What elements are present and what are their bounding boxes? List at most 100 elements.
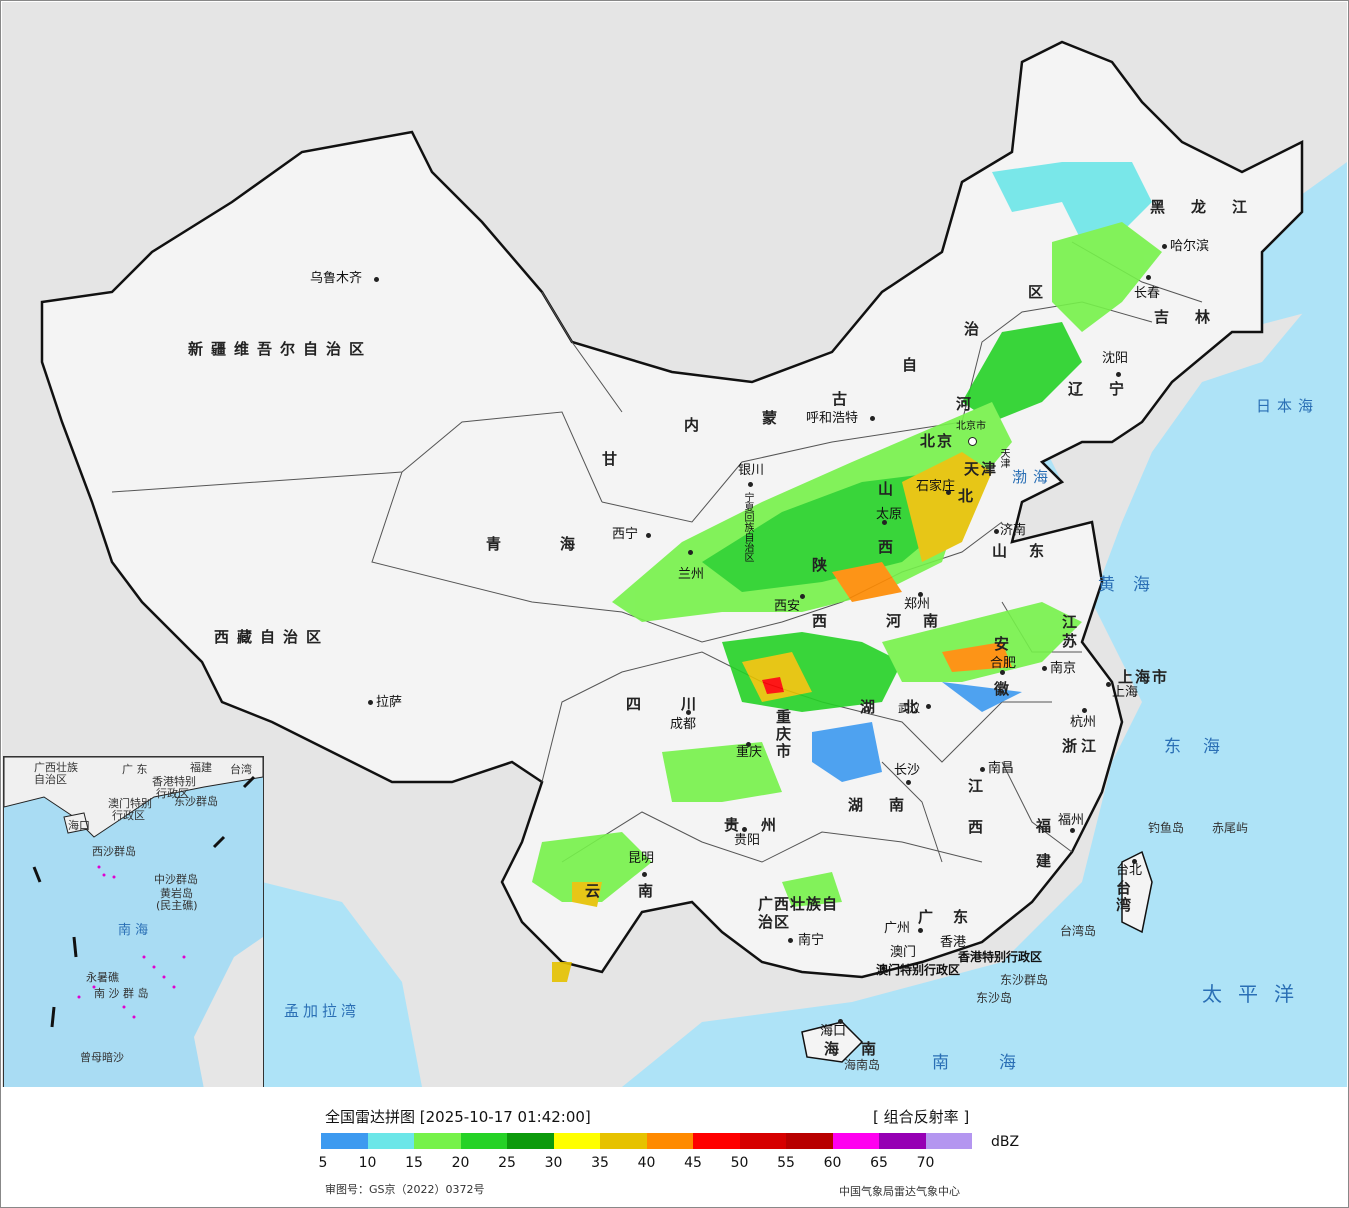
province-guangdong: 广东 bbox=[918, 908, 989, 926]
province-sichuan: 四川 bbox=[626, 695, 737, 713]
inset-guangdong: 广 东 bbox=[122, 763, 148, 776]
province-hunan: 湖南 bbox=[848, 796, 931, 814]
province-neimenggu-4: 自 bbox=[902, 356, 926, 374]
city-shanghai: 上海 bbox=[1112, 685, 1139, 700]
city-xining: 西宁 bbox=[612, 527, 639, 542]
city-marker bbox=[788, 938, 793, 943]
city-taiyuan: 太原 bbox=[876, 507, 903, 522]
city-hangzhou: 杭州 bbox=[1070, 715, 1097, 730]
city-haikou: 海口 bbox=[820, 1024, 847, 1039]
province-neimenggu-6: 区 bbox=[1028, 283, 1052, 301]
inset-taiwan: 台湾 bbox=[230, 763, 252, 776]
color-scale-tick: 35 bbox=[591, 1155, 609, 1171]
china-boundary bbox=[40, 40, 1304, 979]
province-liaoning: 辽宁 bbox=[1068, 380, 1151, 398]
city-marker bbox=[688, 550, 693, 555]
province-zhejiang: 浙江 bbox=[1062, 737, 1101, 755]
inset-huangyan2: (民主礁) bbox=[156, 899, 198, 912]
city-hongkong-city: 香港 bbox=[940, 935, 967, 950]
province-shaanxi-1: 陕 bbox=[812, 556, 836, 574]
city-marker bbox=[1106, 682, 1111, 687]
color-scale-tick: 70 bbox=[916, 1155, 935, 1171]
inset-canvas bbox=[4, 757, 263, 1087]
sea-taipingyang: 太平洋 bbox=[1202, 982, 1310, 1006]
color-swatch bbox=[553, 1133, 600, 1149]
inset-dongsha: 东沙群岛 bbox=[174, 795, 218, 808]
city-marker bbox=[906, 780, 911, 785]
color-scale-tick: 20 bbox=[451, 1155, 470, 1171]
city-lanzhou: 兰州 bbox=[678, 567, 705, 582]
review-number: 审图号：GS京（2022）0372号 bbox=[325, 1183, 485, 1196]
color-swatch bbox=[739, 1133, 786, 1149]
inset-zengmu: 曾母暗沙 bbox=[80, 1051, 124, 1064]
city-marker bbox=[742, 827, 747, 832]
color-scale-tick: 30 bbox=[544, 1155, 563, 1171]
color-swatch bbox=[367, 1133, 414, 1149]
city-lhasa: 拉萨 bbox=[376, 695, 403, 710]
province-guizhou: 贵州 bbox=[724, 816, 799, 834]
city-marker bbox=[1000, 670, 1005, 675]
city-marker bbox=[1070, 828, 1075, 833]
city-fuzhou: 福州 bbox=[1058, 813, 1085, 828]
sea-riben: 日本海 bbox=[1256, 397, 1320, 415]
color-swatch bbox=[832, 1133, 879, 1149]
legend-panel: 全国雷达拼图 [2025-10-17 01:42:00] [ 组合反射率 ] d… bbox=[1, 1088, 1348, 1207]
province-hubei: 湖北 bbox=[860, 698, 947, 716]
city-xian: 西安 bbox=[774, 599, 801, 614]
city-nanchang: 南昌 bbox=[988, 761, 1015, 776]
city-changsha: 长沙 bbox=[894, 763, 921, 778]
city-marker bbox=[870, 416, 875, 421]
city-tianjin: 天津 bbox=[998, 448, 1009, 468]
city-marker bbox=[1116, 372, 1121, 377]
city-urumqi: 乌鲁木齐 bbox=[310, 271, 363, 286]
city-marker bbox=[646, 533, 651, 538]
inset-hk2: 行政区 bbox=[156, 787, 189, 800]
city-marker bbox=[374, 277, 379, 282]
color-scale-tick: 45 bbox=[684, 1155, 702, 1171]
island-hainan: 海南岛 bbox=[844, 1058, 881, 1072]
sea-mengjiala: 孟加拉湾 bbox=[284, 1002, 361, 1020]
province-qinghai-2: 海 bbox=[560, 535, 584, 553]
province-fujian: 福建 bbox=[1034, 818, 1052, 888]
inset-yongshu: 永暑礁 bbox=[86, 971, 119, 984]
city-marker bbox=[1042, 666, 1047, 671]
color-swatch bbox=[786, 1133, 833, 1149]
city-shenyang: 沈阳 bbox=[1102, 351, 1129, 366]
city-marker bbox=[994, 529, 999, 534]
city-wuhan: 武汉 bbox=[898, 702, 920, 715]
sea-donghai: 东海 bbox=[1164, 737, 1242, 757]
city-marker bbox=[946, 490, 951, 495]
city-taipei: 台北 bbox=[1116, 863, 1143, 878]
city-chengdu: 成都 bbox=[670, 717, 697, 732]
city-marker bbox=[748, 482, 753, 487]
legend-product: [ 组合反射率 ] bbox=[873, 1108, 970, 1126]
city-zhengzhou: 郑州 bbox=[904, 597, 931, 612]
inset-fujian: 福建 bbox=[190, 761, 212, 774]
city-marker bbox=[1132, 859, 1137, 864]
city-nanning: 南宁 bbox=[798, 933, 825, 948]
pacific-ocean bbox=[622, 302, 1347, 1087]
inset-hk: 香港特别 bbox=[152, 775, 196, 788]
city-kunming: 昆明 bbox=[628, 851, 655, 866]
province-shaanxi-2: 西 bbox=[812, 612, 836, 630]
province-ningxia: 宁夏回族自治区 bbox=[742, 492, 753, 562]
inset-nansha: 南 沙 群 岛 bbox=[94, 987, 149, 1000]
province-xinjiang: 新疆维吾尔自治区 bbox=[188, 340, 373, 358]
province-tianjin: 天津 bbox=[964, 460, 999, 478]
city-harbin: 哈尔滨 bbox=[1170, 239, 1210, 254]
city-guangzhou: 广州 bbox=[884, 921, 911, 936]
city-marker bbox=[1082, 708, 1087, 713]
color-swatch bbox=[321, 1133, 368, 1149]
color-scale-tick: 10 bbox=[358, 1155, 377, 1171]
province-chongqing: 重庆市 bbox=[774, 709, 792, 760]
province-beijing: 北京 bbox=[920, 432, 955, 450]
city-hohhot: 呼和浩特 bbox=[806, 411, 859, 426]
color-scale-tick: 5 bbox=[318, 1155, 328, 1171]
color-scale-tick: 40 bbox=[637, 1155, 656, 1171]
legend-unit: dBZ bbox=[991, 1134, 1020, 1150]
legend-title: 全国雷达拼图 [2025-10-17 01:42:00] bbox=[325, 1108, 591, 1126]
source-agency: 中国气象局雷达气象中心 bbox=[839, 1185, 960, 1198]
color-swatch bbox=[507, 1133, 554, 1149]
city-marker bbox=[642, 872, 647, 877]
